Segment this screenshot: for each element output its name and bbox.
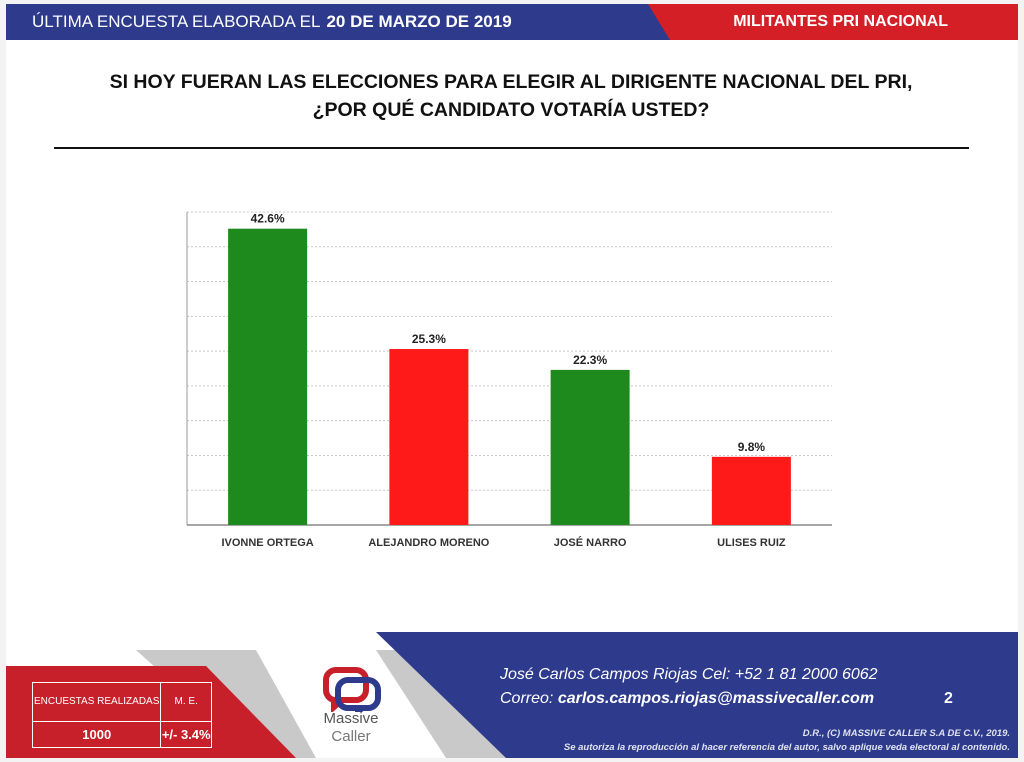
logo-text-massive: Massive (323, 710, 379, 727)
bar-4 (711, 456, 791, 525)
massive-caller-logo: Massive Caller (306, 662, 396, 752)
slide: ÚLTIMA ENCUESTA ELABORADA EL 20 DE MARZO … (6, 4, 1018, 758)
data-label-4: 9.8% (738, 440, 766, 454)
bar-chart: 42.6% IVONNE ORTEGA 25.3% ALEJANDRO MORENO 2… (186, 211, 832, 549)
data-label-2: 25.3% (412, 332, 446, 346)
question-line-2: ¿POR QUÉ CANDIDATO VOTARÍA USTED? (312, 99, 710, 121)
x-tick-label-2: ALEJANDRO MORENO (368, 537, 489, 549)
data-label-1: 42.6% (251, 212, 285, 226)
x-tick-label-3: JOSÉ NARRO (554, 536, 627, 549)
surveys-value: 1000 (31, 720, 162, 749)
survey-date-label: ÚLTIMA ENCUESTA ELABORADA EL 20 DE MARZO … (32, 4, 512, 40)
survey-stats-table: ENCUESTAS REALIZADAS M. E. 1000 +/- 3.4% (31, 682, 212, 749)
email-label: Correo: (500, 690, 554, 707)
data-label-3: 22.3% (573, 353, 607, 367)
survey-date: 20 DE MARZO DE 2019 (326, 12, 512, 31)
copyright-text: D.R., (C) MASSIVE CALLER S.A DE C.V., 20… (802, 728, 1010, 739)
surveys-label: ENCUESTAS REALIZADAS (31, 682, 162, 722)
speech-bubbles-icon (323, 667, 381, 720)
x-tick-label-1: IVONNE ORTEGA (221, 537, 313, 549)
margin-error-value: +/- 3.4% (160, 720, 212, 749)
x-tick-label-4: ULISES RUIZ (717, 537, 786, 549)
bar-1 (228, 228, 308, 525)
reproduction-notice: Se autoriza la reproducción al hacer ref… (563, 742, 1010, 753)
question-title: SI HOY FUERAN LAS ELECCIONES PARA ELEGIR… (46, 68, 976, 124)
survey-date-prefix: ÚLTIMA ENCUESTA ELABORADA EL (32, 12, 321, 31)
contact-phone: José Carlos Campos Riojas Cel: +52 1 81 … (500, 666, 878, 683)
title-divider (54, 147, 969, 149)
bar-2 (389, 349, 469, 525)
margin-error-label: M. E. (160, 682, 212, 722)
bar-3 (550, 369, 630, 525)
logo-text-caller: Caller (331, 728, 371, 745)
page-number: 2 (944, 690, 953, 707)
email-address[interactable]: carlos.campos.riojas@massivecaller.com (557, 690, 875, 707)
contact-email-line: Correo: carlos.campos.riojas@massivecall… (500, 690, 874, 708)
header-red-tab (648, 4, 1018, 40)
question-line-1: SI HOY FUERAN LAS ELECCIONES PARA ELEGIR… (109, 71, 913, 93)
segment-label: MILITANTES PRI NACIONAL (733, 13, 948, 30)
